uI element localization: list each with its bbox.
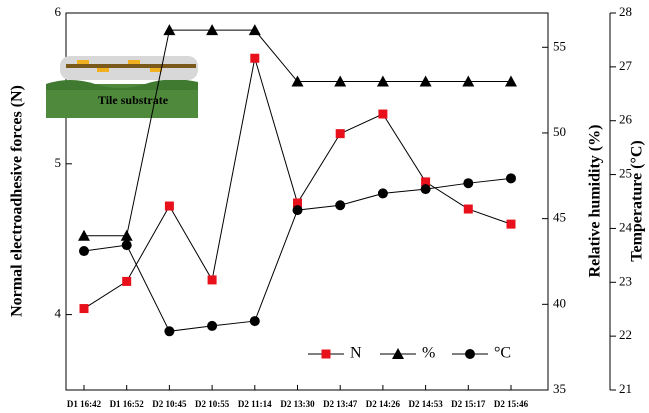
data-point <box>507 220 516 229</box>
y2-tick-label: 45 <box>553 210 566 225</box>
y-tick-label: 6 <box>55 4 62 19</box>
x-tick-label: D2 15:17 <box>451 399 486 409</box>
data-point <box>250 54 259 63</box>
y3-axis-title: Temperature (°C) <box>629 140 646 261</box>
y3-tick-label: 23 <box>619 273 632 288</box>
data-point <box>506 173 516 183</box>
y-tick-label: 4 <box>55 306 62 321</box>
data-point <box>80 304 89 313</box>
data-point <box>165 202 174 211</box>
data-point <box>207 321 217 331</box>
legend-label: % <box>422 345 435 362</box>
y2-tick-label: 50 <box>553 124 566 139</box>
x-tick-label: D1 16:52 <box>110 399 145 409</box>
legend-marker <box>322 350 331 359</box>
x-tick-label: D2 13:47 <box>323 399 358 409</box>
y2-tick-label: 55 <box>553 38 566 53</box>
data-point <box>164 326 174 336</box>
x-tick-label: D2 10:55 <box>195 399 230 409</box>
x-tick-label: D1 16:42 <box>67 399 102 409</box>
x-tick-label: D2 14:26 <box>366 399 401 409</box>
inset: Tile substrate <box>46 56 198 118</box>
legend-label: N <box>350 345 362 362</box>
data-point <box>336 129 345 138</box>
data-point <box>250 316 260 326</box>
data-point <box>79 246 89 256</box>
x-tick-label: D2 10:45 <box>152 399 187 409</box>
x-tick-label: D2 14:53 <box>408 399 443 409</box>
y2-axis-title: Relative humidity (%) <box>587 125 604 278</box>
electrode <box>150 68 162 72</box>
y3-tick-label: 28 <box>619 4 632 19</box>
chart: Tile substrate Normal electroadhesive fo… <box>0 0 649 413</box>
y2-tick-label: 40 <box>553 295 566 310</box>
y3-tick-label: 25 <box>619 166 632 181</box>
y-tick-label: 5 <box>55 155 62 170</box>
electrode <box>77 60 89 64</box>
x-tick-label: D2 13:30 <box>280 399 315 409</box>
y3-tick-label: 21 <box>619 381 632 396</box>
y3-tick-label: 26 <box>619 112 633 127</box>
data-point <box>335 200 345 210</box>
y3-tick-label: 24 <box>619 219 633 234</box>
y3-tick-label: 22 <box>619 327 632 342</box>
data-point <box>421 184 431 194</box>
inset-label: Tile substrate <box>98 93 169 107</box>
y2-tick-label: 35 <box>553 381 566 396</box>
electrode <box>97 68 109 72</box>
data-point <box>463 178 473 188</box>
x-tick-label: D2 11:14 <box>238 399 272 409</box>
data-point <box>293 205 303 215</box>
x-tick-label: D2 15:46 <box>494 399 529 409</box>
electrode-layer <box>66 64 196 68</box>
data-point <box>464 205 473 214</box>
data-point <box>378 188 388 198</box>
electrode <box>128 60 140 64</box>
data-point <box>122 240 132 250</box>
data-point <box>122 277 131 286</box>
legend-label: °C <box>494 345 511 362</box>
data-point <box>378 110 387 119</box>
y-axis-title: Normal electroadhesive forces (N) <box>9 85 26 317</box>
data-point <box>208 275 217 284</box>
legend-marker <box>465 349 475 359</box>
y3-tick-label: 27 <box>619 58 633 73</box>
